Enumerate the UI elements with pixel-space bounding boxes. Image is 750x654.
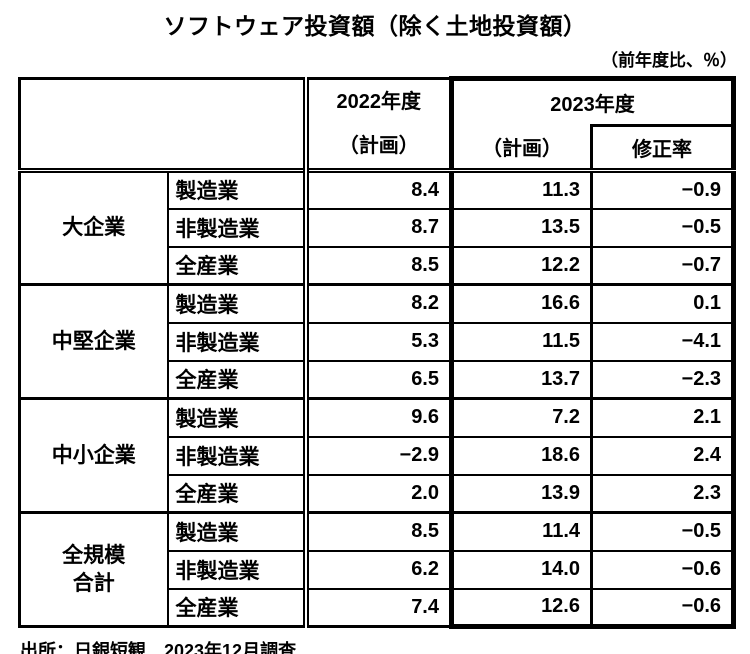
header-empty-cell <box>18 77 307 173</box>
fy2022-plan-cell: 6.2 <box>302 549 452 590</box>
group-label-cell: 大企業 <box>18 169 169 286</box>
revision-cell: 2.1 <box>591 397 736 438</box>
page-title: ソフトウェア投資額（除く土地投資額） <box>163 13 587 39</box>
header-fy2022: 2022年度 （計画） <box>302 77 452 173</box>
fy2022-plan-cell: 2.0 <box>302 473 452 514</box>
fy2022-plan-cell: 9.6 <box>302 397 452 438</box>
table-row: 全産業 6.5 13.7 −2.3 <box>20 359 736 400</box>
group-label-cell: 全規模 合計 <box>18 511 169 628</box>
header-row-2: （計画） 修正率 <box>20 123 736 174</box>
fy2022-plan-cell: 8.7 <box>302 207 452 248</box>
table-row: 非製造業 5.3 11.5 −4.1 <box>20 321 736 362</box>
unit-note: （前年度比、％） <box>601 51 737 70</box>
industry-label-cell: 非製造業 <box>166 207 307 248</box>
group-label-cell: 中堅企業 <box>18 283 169 400</box>
header-fy2023: 2023年度 <box>449 76 736 126</box>
fy2023-plan-cell: 14.0 <box>449 549 593 590</box>
investment-table: 2022年度 （計画） 2023年度 （計画） 修正率 大企業 製造業 8.4 … <box>18 76 736 629</box>
fy2023-plan-cell: 11.3 <box>449 169 593 210</box>
fy2023-plan-cell: 12.2 <box>449 245 593 286</box>
fy2023-plan-cell: 11.5 <box>449 321 593 362</box>
industry-label-cell: 非製造業 <box>166 321 307 362</box>
fy2022-plan-cell: 8.5 <box>302 511 452 552</box>
table-row: 全産業 8.5 12.2 −0.7 <box>20 245 736 286</box>
industry-label-cell: 製造業 <box>166 397 307 438</box>
source-note: 出所：日銀短観 2023年12月調査 <box>20 641 297 654</box>
revision-cell: −2.3 <box>591 359 736 400</box>
industry-label-cell: 全産業 <box>166 587 307 628</box>
revision-cell: −0.5 <box>591 207 736 248</box>
table-row: 全産業 2.0 13.9 2.3 <box>20 473 736 514</box>
industry-label-cell: 全産業 <box>166 359 307 400</box>
revision-cell: −0.6 <box>591 549 736 590</box>
group-label-cell: 中小企業 <box>18 397 169 514</box>
fy2023-plan-cell: 7.2 <box>449 397 593 438</box>
industry-label-cell: 非製造業 <box>166 435 307 476</box>
revision-cell: −0.7 <box>591 245 736 286</box>
fy2023-plan-cell: 13.9 <box>449 473 593 514</box>
revision-cell: −4.1 <box>591 321 736 362</box>
revision-cell: −0.6 <box>591 587 736 629</box>
fy2023-plan-cell: 13.5 <box>449 207 593 248</box>
industry-label-cell: 製造業 <box>166 169 307 210</box>
fy2022-plan-cell: 6.5 <box>302 359 452 400</box>
table-row: 全産業 7.4 12.6 −0.6 <box>20 587 736 629</box>
table-row: 全規模 合計 製造業 8.5 11.4 −0.5 <box>18 511 736 628</box>
fy2022-plan-cell: −2.9 <box>302 435 452 476</box>
fy2023-plan-cell: 16.6 <box>449 283 593 324</box>
fy2022-plan-cell: 8.5 <box>302 245 452 286</box>
fy2022-plan-cell: 8.2 <box>302 283 452 324</box>
table-row: 非製造業 −2.9 18.6 2.4 <box>20 435 736 476</box>
revision-cell: 2.3 <box>591 473 736 514</box>
table-row: 中堅企業 製造業 8.2 16.6 0.1 <box>18 283 736 400</box>
table-row: 中小企業 製造業 9.6 7.2 2.1 <box>18 397 736 514</box>
header-fy2023-revision: 修正率 <box>591 123 736 174</box>
revision-cell: −0.9 <box>591 169 736 210</box>
fy2023-plan-cell: 11.4 <box>449 511 593 552</box>
fy2023-plan-cell: 12.6 <box>449 587 593 629</box>
revision-cell: 2.4 <box>591 435 736 476</box>
fy2022-plan-cell: 7.4 <box>302 587 452 628</box>
header-fy2023-plan: （計画） <box>449 125 593 174</box>
industry-label-cell: 製造業 <box>166 283 307 324</box>
header-fy2022-label: 2022年度 <box>336 91 422 113</box>
industry-label-cell: 全産業 <box>166 245 307 286</box>
revision-cell: −0.5 <box>591 511 736 552</box>
industry-label-cell: 全産業 <box>166 473 307 514</box>
fy2023-plan-cell: 18.6 <box>449 435 593 476</box>
revision-cell: 0.1 <box>591 283 736 324</box>
industry-label-cell: 製造業 <box>166 511 307 552</box>
table-row: 大企業 製造業 8.4 11.3 −0.9 <box>18 169 736 286</box>
fy2022-plan-cell: 5.3 <box>302 321 452 362</box>
header-fy2022-sublabel: （計画） <box>338 135 419 157</box>
fy2022-plan-cell: 8.4 <box>302 169 452 210</box>
table-row: 非製造業 8.7 13.5 −0.5 <box>20 207 736 248</box>
industry-label-cell: 非製造業 <box>166 549 307 590</box>
table-row: 非製造業 6.2 14.0 −0.6 <box>20 549 736 590</box>
fy2023-plan-cell: 13.7 <box>449 359 593 400</box>
header-row-1: 2022年度 （計画） 2023年度 <box>18 76 736 173</box>
